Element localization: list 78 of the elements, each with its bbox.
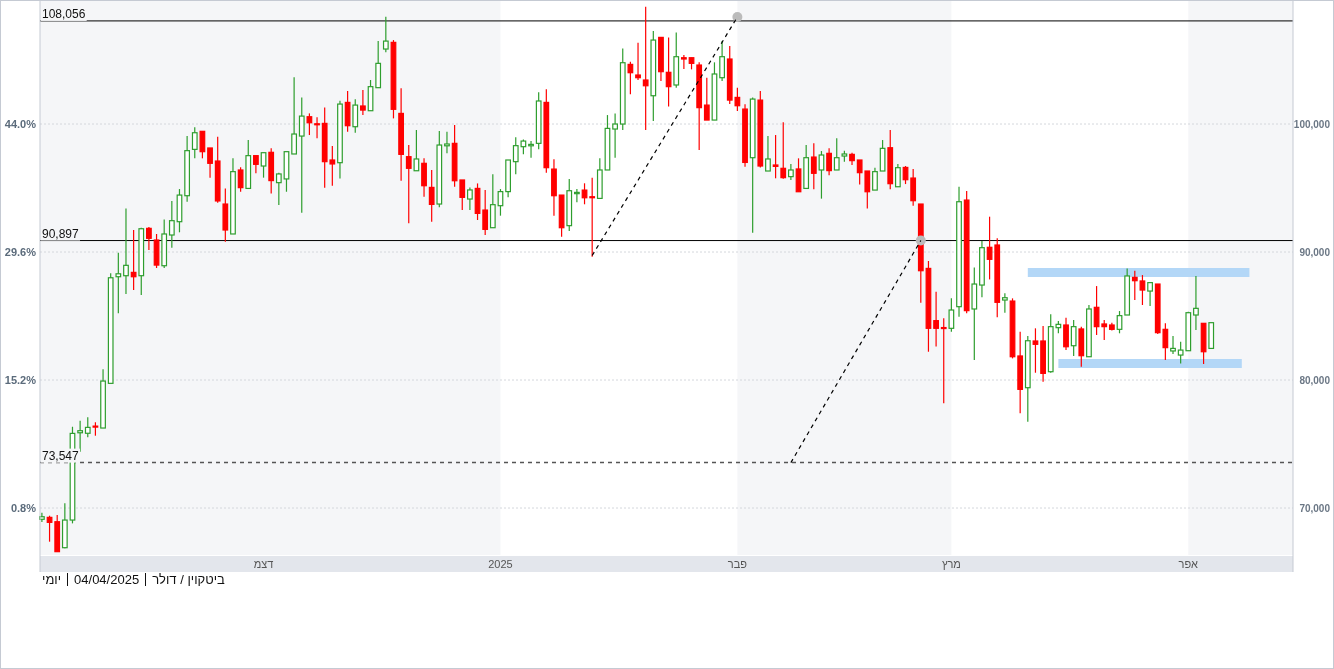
candlestick xyxy=(291,76,298,155)
y-tick-label: 70,000 xyxy=(1299,503,1331,515)
x-tick-label: אפר xyxy=(1178,558,1199,570)
ref-line-label: 73,547 xyxy=(42,448,80,463)
text: 04/04/2025 xyxy=(74,572,140,587)
candlestick xyxy=(826,147,832,176)
y-tick-label: 100,000 xyxy=(1293,119,1331,131)
candlestick xyxy=(1001,292,1008,314)
candlestick xyxy=(275,172,282,206)
candlestick xyxy=(352,98,359,134)
candlestick xyxy=(421,157,427,198)
x-tick-label: מרץ xyxy=(941,558,961,570)
candlestick xyxy=(444,131,450,154)
candlestick xyxy=(1147,282,1153,307)
candlestick xyxy=(168,200,175,249)
candlestick xyxy=(833,137,840,171)
candlestick xyxy=(344,90,351,133)
y2-tick-label: 44.0% xyxy=(4,118,37,130)
candlestick xyxy=(382,16,389,53)
candlestick xyxy=(910,168,917,207)
candlestick xyxy=(1063,317,1069,351)
y-tick-label: 90,000 xyxy=(1299,247,1331,259)
candlestick xyxy=(680,54,687,70)
candlestick xyxy=(1170,335,1176,355)
x-tick-label: פבר xyxy=(727,558,748,570)
candlestick xyxy=(772,134,779,179)
candlestick xyxy=(627,61,634,95)
candlestick xyxy=(818,150,825,200)
candlestick xyxy=(933,291,939,348)
ref-line-label: 90,897 xyxy=(42,226,80,241)
text: ביטקוין / דולר xyxy=(152,572,225,587)
candlestick xyxy=(894,163,901,188)
candlestick xyxy=(489,173,496,229)
ref-line-label: 108,056 xyxy=(42,6,86,21)
candlestick xyxy=(199,130,206,159)
candlestick xyxy=(872,167,878,191)
candlestick xyxy=(780,121,787,180)
candlestick xyxy=(428,169,435,223)
candlestick xyxy=(130,229,137,291)
candlestick xyxy=(703,77,710,121)
candlestick xyxy=(765,135,771,172)
x-tick-label: דצמ xyxy=(253,558,274,570)
candlestick xyxy=(612,112,618,159)
candlestick xyxy=(1032,327,1039,374)
candlestick xyxy=(84,416,91,438)
candlestick xyxy=(940,317,947,404)
candlestick xyxy=(1193,275,1199,331)
candlestick xyxy=(810,142,817,190)
candlestick xyxy=(467,186,473,211)
candlestick xyxy=(589,177,596,258)
candlestick xyxy=(123,207,129,295)
y-tick-label: 80,000 xyxy=(1299,375,1331,387)
candlestick xyxy=(360,89,366,116)
candlestick xyxy=(642,6,649,131)
candlestick xyxy=(405,144,412,224)
candlestick xyxy=(207,147,213,179)
candlestick xyxy=(413,129,420,172)
candlestick xyxy=(574,188,580,203)
candlestick xyxy=(237,166,244,193)
candlestick xyxy=(482,189,489,236)
candlestick xyxy=(879,139,886,172)
candlestick xyxy=(306,112,313,136)
candlestick xyxy=(1070,319,1077,357)
candlestick xyxy=(115,252,122,314)
text: יומי xyxy=(42,572,62,587)
candlestick xyxy=(581,182,588,205)
candlestick xyxy=(635,42,641,81)
y2-tick-label: 0.8% xyxy=(10,502,37,515)
candlestick xyxy=(665,36,672,108)
candlestick xyxy=(298,96,305,214)
candlestick xyxy=(719,40,725,82)
candlestick xyxy=(146,226,152,251)
x-tick-label: 2025 xyxy=(488,558,513,570)
y2-tick-label: 29.6% xyxy=(4,246,37,259)
candlestick xyxy=(191,126,198,159)
candlestick xyxy=(314,116,320,139)
y2-tick-label: 15.2% xyxy=(4,374,37,387)
candlestick xyxy=(260,152,267,179)
